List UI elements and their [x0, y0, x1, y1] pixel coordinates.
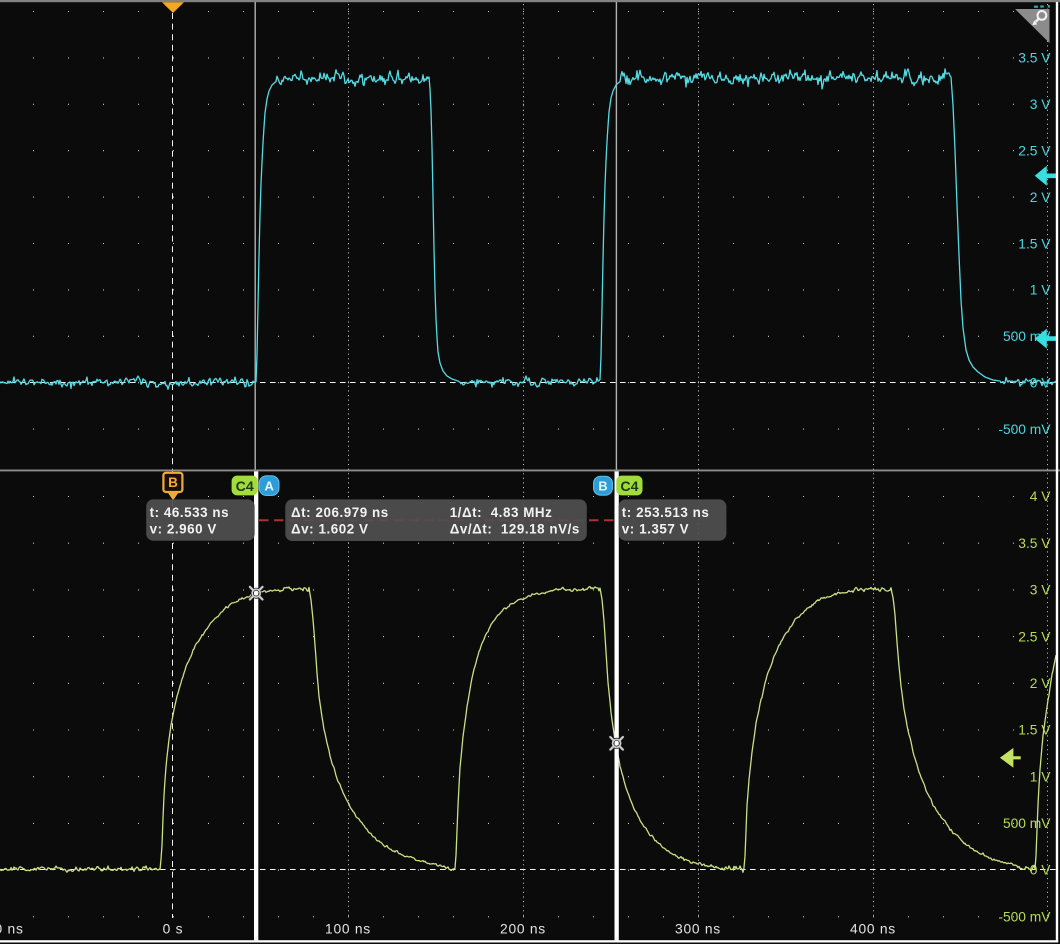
svg-text:3 V: 3 V	[1030, 97, 1052, 112]
svg-text:0 s: 0 s	[163, 922, 184, 937]
svg-text:2 V: 2 V	[1030, 190, 1052, 205]
svg-text:C4: C4	[620, 479, 638, 495]
svg-text:1/Δt: 4.83 MHz: 1/Δt: 4.83 MHz	[450, 505, 553, 520]
svg-text:t: 253.513 ns: t: 253.513 ns	[622, 505, 710, 520]
svg-text:Δv/Δt: 129.18 nV/s: Δv/Δt: 129.18 nV/s	[450, 521, 580, 536]
svg-text:1 V: 1 V	[1030, 283, 1052, 298]
svg-text:3 V: 3 V	[1030, 583, 1052, 598]
svg-text:1.5 V: 1.5 V	[1018, 236, 1051, 251]
svg-text:t: 46.533 ns: t: 46.533 ns	[150, 505, 230, 520]
svg-text:500 mV: 500 mV	[1003, 816, 1051, 831]
svg-text:4 V: 4 V	[1030, 489, 1052, 504]
svg-text:400 ns: 400 ns	[850, 922, 896, 937]
svg-text:0 V: 0 V	[1030, 863, 1052, 878]
svg-text:200 ns: 200 ns	[500, 922, 546, 937]
svg-text:100 ns: 100 ns	[325, 922, 371, 937]
svg-text:v: 2.960 V: v: 2.960 V	[150, 521, 217, 536]
svg-text:2.5 V: 2.5 V	[1018, 144, 1051, 159]
svg-text:B: B	[168, 475, 178, 490]
svg-text:C4: C4	[236, 479, 254, 495]
svg-text:300 ns: 300 ns	[675, 922, 721, 937]
svg-text:-100 ns: -100 ns	[0, 922, 24, 937]
svg-text:A: A	[264, 479, 274, 494]
svg-text:B: B	[598, 478, 607, 493]
svg-text:3.5 V: 3.5 V	[1018, 536, 1051, 551]
svg-text:Δv: 1.602 V: Δv: 1.602 V	[291, 521, 368, 536]
svg-text:1.5 V: 1.5 V	[1018, 723, 1051, 738]
svg-text:3.5 V: 3.5 V	[1018, 51, 1051, 66]
svg-text:Δt: 206.979 ns: Δt: 206.979 ns	[291, 505, 389, 520]
svg-text:v: 1.357 V: v: 1.357 V	[622, 521, 689, 536]
svg-text:-500 mV: -500 mV	[998, 422, 1051, 437]
svg-text:-500 mV: -500 mV	[998, 910, 1051, 925]
svg-text:2 V: 2 V	[1030, 676, 1052, 691]
svg-text:1 V: 1 V	[1030, 769, 1052, 784]
svg-text:2.5 V: 2.5 V	[1018, 629, 1051, 644]
